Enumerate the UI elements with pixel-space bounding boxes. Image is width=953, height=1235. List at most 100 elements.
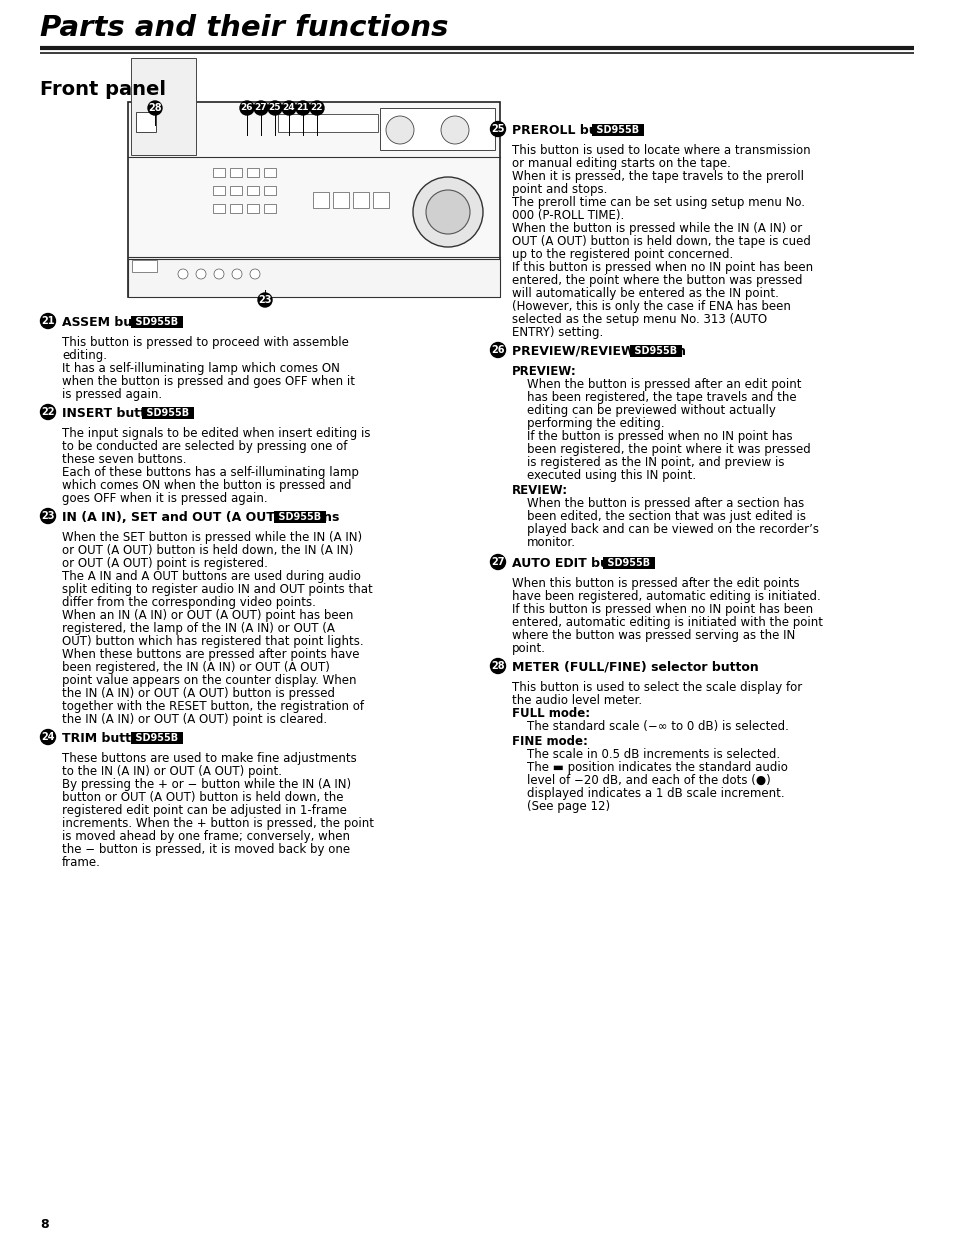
Text: executed using this IN point.: executed using this IN point. bbox=[526, 469, 696, 482]
Text: The preroll time can be set using setup menu No.: The preroll time can be set using setup … bbox=[512, 196, 804, 209]
Text: OUT (A OUT) button is held down, the tape is cued: OUT (A OUT) button is held down, the tap… bbox=[512, 235, 810, 248]
Text: 21: 21 bbox=[296, 104, 309, 112]
FancyBboxPatch shape bbox=[247, 204, 258, 212]
Text: Front panel: Front panel bbox=[40, 80, 166, 99]
Text: selected as the setup menu No. 313 (AUTO: selected as the setup menu No. 313 (AUTO bbox=[512, 312, 766, 326]
Text: frame.: frame. bbox=[62, 856, 101, 869]
Text: FULL mode:: FULL mode: bbox=[512, 706, 590, 720]
Circle shape bbox=[253, 101, 268, 115]
Text: been edited, the section that was just edited is: been edited, the section that was just e… bbox=[526, 510, 805, 522]
Text: 25: 25 bbox=[269, 104, 281, 112]
Text: The standard scale (−∞ to 0 dB) is selected.: The standard scale (−∞ to 0 dB) is selec… bbox=[526, 720, 788, 734]
Text: When the button is pressed after an edit point: When the button is pressed after an edit… bbox=[526, 378, 801, 391]
Text: SD955B: SD955B bbox=[274, 513, 324, 522]
Text: entered, automatic editing is initiated with the point: entered, automatic editing is initiated … bbox=[512, 616, 822, 629]
Text: The scale in 0.5 dB increments is selected.: The scale in 0.5 dB increments is select… bbox=[526, 748, 780, 761]
FancyBboxPatch shape bbox=[313, 191, 329, 207]
Text: FINE mode:: FINE mode: bbox=[512, 735, 587, 748]
Text: been registered, the point where it was pressed: been registered, the point where it was … bbox=[526, 443, 810, 456]
Text: PREVIEW:: PREVIEW: bbox=[512, 366, 577, 378]
Text: SD955B: SD955B bbox=[143, 408, 193, 417]
Circle shape bbox=[490, 121, 505, 137]
Text: REVIEW:: REVIEW: bbox=[512, 484, 568, 496]
FancyBboxPatch shape bbox=[264, 168, 275, 177]
Text: 28: 28 bbox=[148, 103, 162, 112]
Circle shape bbox=[195, 269, 206, 279]
Text: It has a self-illuminating lamp which comes ON: It has a self-illuminating lamp which co… bbox=[62, 362, 339, 375]
Text: the IN (A IN) or OUT (A OUT) point is cleared.: the IN (A IN) or OUT (A OUT) point is cl… bbox=[62, 713, 327, 726]
Text: have been registered, automatic editing is initiated.: have been registered, automatic editing … bbox=[512, 590, 820, 603]
Text: TRIM buttons: TRIM buttons bbox=[62, 732, 155, 745]
FancyBboxPatch shape bbox=[213, 186, 225, 195]
Text: SD955B: SD955B bbox=[132, 317, 181, 327]
Text: displayed indicates a 1 dB scale increment.: displayed indicates a 1 dB scale increme… bbox=[526, 787, 783, 800]
Text: the audio level meter.: the audio level meter. bbox=[512, 694, 641, 706]
Text: 27: 27 bbox=[491, 557, 504, 567]
Text: 21: 21 bbox=[41, 316, 54, 326]
Text: When the SET button is pressed while the IN (A IN): When the SET button is pressed while the… bbox=[62, 531, 362, 543]
Circle shape bbox=[213, 269, 224, 279]
Circle shape bbox=[178, 269, 188, 279]
Text: is registered as the IN point, and preview is: is registered as the IN point, and previ… bbox=[526, 456, 783, 469]
Text: SD955B: SD955B bbox=[132, 734, 181, 743]
Circle shape bbox=[413, 177, 482, 247]
Text: SD955B: SD955B bbox=[603, 558, 653, 568]
Text: INSERT buttons: INSERT buttons bbox=[62, 408, 171, 420]
Circle shape bbox=[310, 101, 324, 115]
Circle shape bbox=[240, 101, 253, 115]
Text: 8: 8 bbox=[40, 1218, 49, 1231]
Text: OUT) button which has registered that point lights.: OUT) button which has registered that po… bbox=[62, 635, 363, 648]
FancyBboxPatch shape bbox=[379, 107, 495, 149]
Text: 28: 28 bbox=[491, 661, 504, 671]
Text: PREROLL button: PREROLL button bbox=[512, 124, 626, 137]
FancyBboxPatch shape bbox=[264, 204, 275, 212]
Circle shape bbox=[490, 658, 505, 673]
FancyBboxPatch shape bbox=[230, 204, 242, 212]
FancyBboxPatch shape bbox=[213, 168, 225, 177]
FancyBboxPatch shape bbox=[333, 191, 349, 207]
Text: entered, the point where the button was pressed: entered, the point where the button was … bbox=[512, 274, 801, 287]
Text: where the button was pressed serving as the IN: where the button was pressed serving as … bbox=[512, 629, 795, 642]
FancyBboxPatch shape bbox=[128, 103, 499, 296]
Circle shape bbox=[282, 101, 295, 115]
Text: 27: 27 bbox=[254, 104, 267, 112]
Text: split editing to register audio IN and OUT points that: split editing to register audio IN and O… bbox=[62, 583, 373, 597]
Text: 26: 26 bbox=[240, 104, 253, 112]
Text: The input signals to be edited when insert editing is: The input signals to be edited when inse… bbox=[62, 427, 370, 440]
Circle shape bbox=[386, 116, 414, 144]
Text: 23: 23 bbox=[41, 511, 54, 521]
Circle shape bbox=[40, 730, 55, 745]
Text: point value appears on the counter display. When: point value appears on the counter displ… bbox=[62, 674, 356, 687]
Text: or OUT (A OUT) point is registered.: or OUT (A OUT) point is registered. bbox=[62, 557, 268, 571]
Text: When the button is pressed after a section has: When the button is pressed after a secti… bbox=[526, 496, 803, 510]
Text: Each of these buttons has a self-illuminating lamp: Each of these buttons has a self-illumin… bbox=[62, 466, 358, 479]
FancyBboxPatch shape bbox=[353, 191, 369, 207]
Text: When this button is pressed after the edit points: When this button is pressed after the ed… bbox=[512, 577, 799, 590]
Text: the IN (A IN) or OUT (A OUT) button is pressed: the IN (A IN) or OUT (A OUT) button is p… bbox=[62, 687, 335, 700]
Text: This button is used to select the scale display for: This button is used to select the scale … bbox=[512, 680, 801, 694]
Text: PREVIEW/REVIEW button: PREVIEW/REVIEW button bbox=[512, 345, 685, 358]
Text: registered, the lamp of the IN (A IN) or OUT (A: registered, the lamp of the IN (A IN) or… bbox=[62, 622, 335, 635]
Text: AUTO EDIT button: AUTO EDIT button bbox=[512, 557, 638, 571]
Text: the − button is pressed, it is moved back by one: the − button is pressed, it is moved bac… bbox=[62, 844, 350, 856]
FancyBboxPatch shape bbox=[230, 168, 242, 177]
Circle shape bbox=[490, 342, 505, 357]
Text: been registered, the IN (A IN) or OUT (A OUT): been registered, the IN (A IN) or OUT (A… bbox=[62, 661, 330, 674]
FancyBboxPatch shape bbox=[373, 191, 389, 207]
Text: By pressing the + or − button while the IN (A IN): By pressing the + or − button while the … bbox=[62, 778, 351, 790]
FancyBboxPatch shape bbox=[247, 186, 258, 195]
Circle shape bbox=[232, 269, 242, 279]
Text: ASSEM button: ASSEM button bbox=[62, 316, 161, 329]
Text: SD955B: SD955B bbox=[631, 346, 680, 356]
FancyBboxPatch shape bbox=[136, 112, 156, 132]
Text: When an IN (A IN) or OUT (A OUT) point has been: When an IN (A IN) or OUT (A OUT) point h… bbox=[62, 609, 353, 622]
Text: These buttons are used to make fine adjustments: These buttons are used to make fine adju… bbox=[62, 752, 356, 764]
Circle shape bbox=[295, 101, 310, 115]
FancyBboxPatch shape bbox=[213, 204, 225, 212]
Text: is moved ahead by one frame; conversely, when: is moved ahead by one frame; conversely,… bbox=[62, 830, 350, 844]
FancyBboxPatch shape bbox=[131, 58, 195, 156]
Text: (However, this is only the case if ENA has been: (However, this is only the case if ENA h… bbox=[512, 300, 790, 312]
Text: editing.: editing. bbox=[62, 350, 107, 362]
Circle shape bbox=[426, 190, 470, 233]
Text: or manual editing starts on the tape.: or manual editing starts on the tape. bbox=[512, 157, 730, 170]
